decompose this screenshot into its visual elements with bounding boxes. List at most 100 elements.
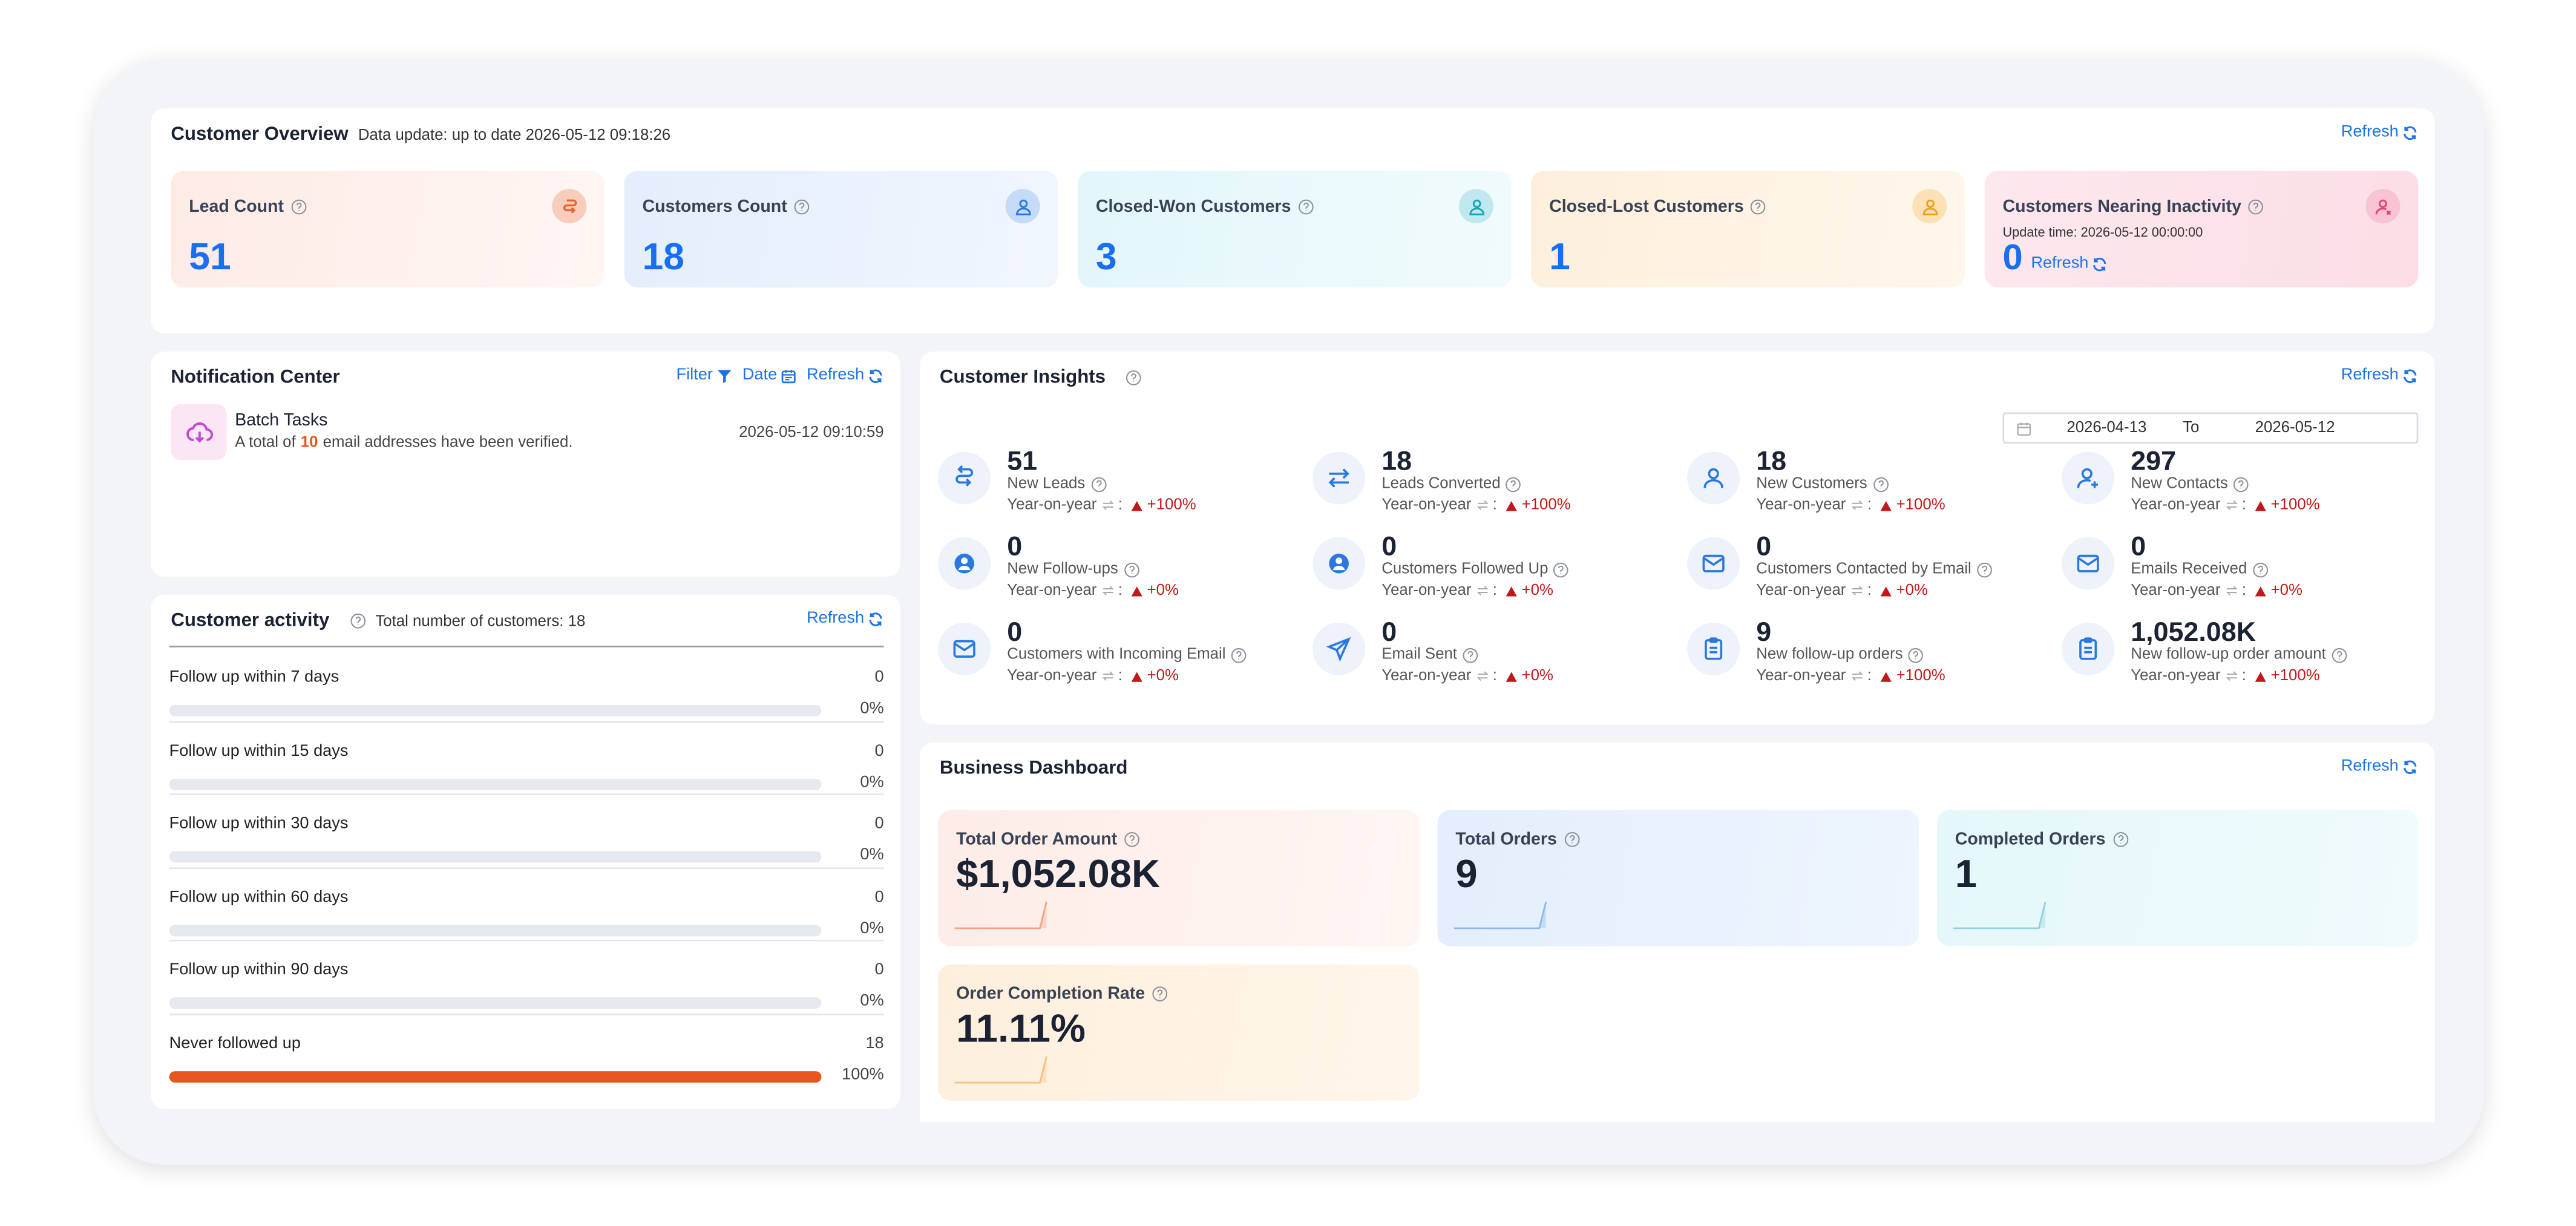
end-date[interactable]: 2026-05-12 xyxy=(2255,419,2335,438)
yoy-change: +0% xyxy=(1896,582,1928,600)
yoy-change-row: +0% xyxy=(1130,582,1179,600)
help-icon xyxy=(794,199,810,215)
metric-label-row: New Leads xyxy=(1007,475,1106,493)
yoy-label: Year-on-year xyxy=(2131,582,2221,600)
row-count: 18 xyxy=(865,1034,884,1052)
help-icon xyxy=(1506,476,1521,491)
yoy-separator: : xyxy=(1118,582,1122,600)
metric-value: 18 xyxy=(1381,447,1412,477)
filter-button[interactable]: Filter xyxy=(677,366,733,384)
text: email addresses have been verified. xyxy=(323,433,573,452)
help-icon xyxy=(1124,562,1139,577)
refresh-button[interactable]: Refresh xyxy=(2341,366,2419,384)
yoy-change-row: +0% xyxy=(1505,582,1553,600)
activity-panel: Customer activity Total number of custom… xyxy=(151,594,900,1109)
metric-value: 0 xyxy=(1381,617,1397,647)
up-arrow xyxy=(2255,500,2267,510)
toolbar: Filter Date Refresh xyxy=(677,366,884,384)
metric-icon xyxy=(938,451,991,505)
card-value: 1 xyxy=(1549,235,1570,278)
yoy-change-row: +100% xyxy=(1880,496,1945,514)
metric-label: New follow-up orders xyxy=(1756,645,1903,664)
activity-header: Customer activity Total number of custom… xyxy=(171,611,585,631)
card-label: Total Orders xyxy=(1455,830,1557,850)
row-percent: 0% xyxy=(860,992,884,1011)
compare-icon xyxy=(1850,671,1863,681)
help-icon xyxy=(1553,562,1569,577)
notification-header: Notification Center xyxy=(171,368,339,388)
icon xyxy=(1329,553,1349,574)
panel-title: Customer activity xyxy=(171,611,330,631)
card-value: 0 xyxy=(2002,236,2023,278)
icon xyxy=(1015,198,1031,215)
compare-icon xyxy=(1850,586,1863,595)
date-button[interactable]: Date xyxy=(742,366,797,384)
stat-card: Closed-Won Customers 3 xyxy=(1077,171,1512,288)
card-label-row: Total Orders xyxy=(1455,830,1579,850)
yoy-change: +100% xyxy=(1147,496,1196,514)
compare-icon xyxy=(1476,500,1488,510)
help-icon xyxy=(291,199,306,215)
metric-value: 0 xyxy=(1007,532,1023,562)
up-arrow xyxy=(1506,671,1518,681)
up-arrow xyxy=(1881,585,1892,596)
yoy-label: Year-on-year xyxy=(1381,582,1472,600)
metric-label: New Customers xyxy=(1756,474,1867,493)
compare-icon xyxy=(1476,671,1488,681)
card-value: 11.11% xyxy=(956,1007,1086,1052)
panel-title: Customer Insights xyxy=(939,368,1106,388)
metric-label-row: Customers with Incoming Email xyxy=(1007,646,1247,664)
date-range-picker[interactable]: 2026-04-13 To 2026-05-12 xyxy=(2002,412,2419,444)
refresh-button[interactable]: Refresh xyxy=(2031,255,2108,273)
metric-label-row: Emails Received xyxy=(2131,560,2268,579)
yoy-separator: : xyxy=(1492,667,1497,686)
metric-label-row: New follow-up orders xyxy=(1756,646,1924,664)
card-value: 1 xyxy=(1955,853,1978,897)
text: A total of xyxy=(235,433,296,452)
business-card: Total Orders 9 xyxy=(1437,810,1919,946)
toolbar: Refresh xyxy=(2341,758,2419,775)
progress-track xyxy=(169,704,822,716)
help-icon xyxy=(2234,476,2249,491)
yoy-change: +100% xyxy=(2270,496,2320,514)
card-label-row: Closed-Won Customers xyxy=(1096,197,1314,217)
yoy-separator: : xyxy=(1492,582,1497,600)
progress-track xyxy=(169,924,822,936)
metric: 1,052.08K New follow-up order amount Year-… xyxy=(2062,618,2434,703)
start-date[interactable]: 2026-04-13 xyxy=(2066,419,2147,438)
help-icon xyxy=(1873,476,1888,491)
card-label-row: Lead Count xyxy=(189,197,307,217)
metric-value: 297 xyxy=(2131,447,2176,477)
help-icon xyxy=(2332,647,2347,663)
up-arrow xyxy=(1506,585,1518,596)
overview-panel: Customer Overview Data update: up to dat… xyxy=(151,108,2435,334)
row-count: 0 xyxy=(874,668,884,687)
yoy-label: Year-on-year xyxy=(1007,496,1097,514)
progress-track xyxy=(169,1070,822,1082)
yoy-label: Year-on-year xyxy=(1756,667,1846,686)
refresh-button[interactable]: Refresh xyxy=(807,609,884,628)
help-icon xyxy=(2252,562,2268,577)
icon xyxy=(1326,637,1351,662)
metric: 0 Emails Received Year-on-year: +0% xyxy=(2062,533,2434,618)
refresh-button[interactable]: Refresh xyxy=(2341,758,2419,775)
row-percent: 0% xyxy=(860,700,884,718)
refresh-button[interactable]: Refresh xyxy=(2341,123,2419,141)
row-label: Follow up within 7 days xyxy=(169,668,339,687)
refresh-button[interactable]: Refresh xyxy=(807,366,884,384)
metric: 0 Customers Contacted by Email Year-on-yea… xyxy=(1687,533,2062,618)
metric-value: 0 xyxy=(2131,532,2146,562)
icon xyxy=(1705,637,1723,660)
refresh-icon xyxy=(869,369,882,382)
up-arrow xyxy=(1881,671,1892,681)
compare-icon xyxy=(1850,500,1863,510)
insights-panel: Customer Insights Refresh 2026-04-13 To … xyxy=(920,351,2435,725)
task-text: A total of 10 email addresses have been ve… xyxy=(235,434,572,452)
card-icon xyxy=(552,189,587,224)
yoy-change-row: +0% xyxy=(1505,667,1553,685)
help-icon xyxy=(1751,199,1766,215)
activity-row: Follow up within 7 days 0 0% xyxy=(169,647,884,723)
refresh-icon xyxy=(2404,125,2417,139)
yoy-change-row: +100% xyxy=(1130,496,1196,514)
